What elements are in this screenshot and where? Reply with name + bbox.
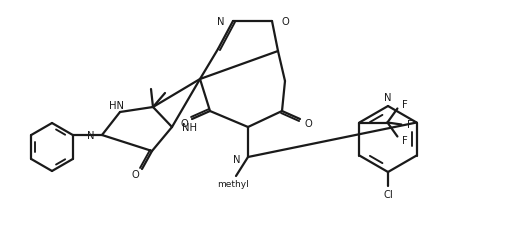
Text: O: O	[180, 119, 188, 128]
Text: F: F	[406, 120, 412, 130]
Text: O: O	[281, 17, 289, 27]
Text: O: O	[131, 169, 139, 179]
Text: HN: HN	[109, 101, 125, 110]
Text: F: F	[402, 136, 407, 146]
Text: N: N	[216, 17, 224, 27]
Text: methyl: methyl	[217, 180, 249, 189]
Text: F: F	[402, 100, 407, 110]
Text: N: N	[232, 154, 240, 164]
Text: NH: NH	[182, 122, 197, 132]
Text: N: N	[87, 130, 94, 140]
Text: O: O	[304, 119, 312, 128]
Text: Cl: Cl	[383, 189, 393, 199]
Text: N: N	[384, 93, 392, 103]
